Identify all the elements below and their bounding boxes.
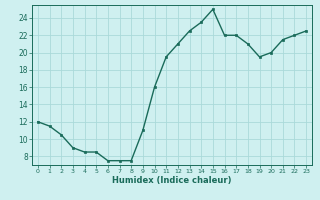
- X-axis label: Humidex (Indice chaleur): Humidex (Indice chaleur): [112, 176, 232, 185]
